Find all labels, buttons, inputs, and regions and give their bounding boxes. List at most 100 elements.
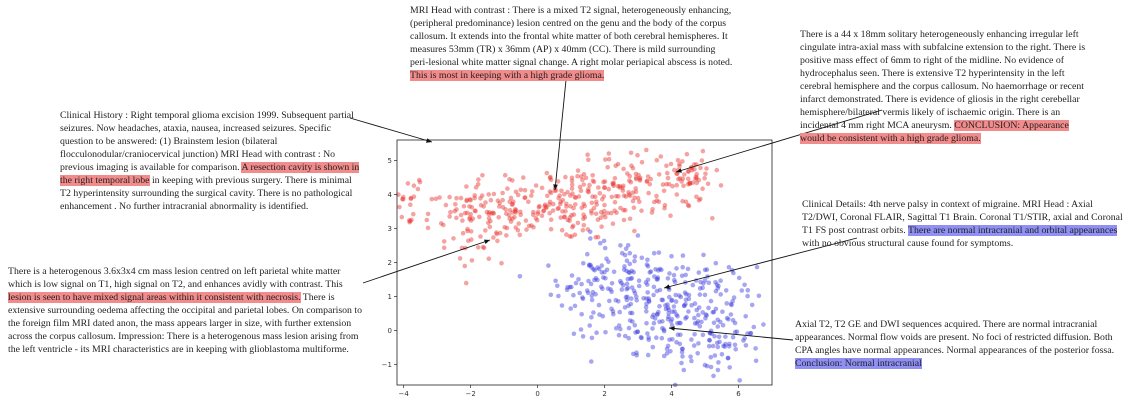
red-point bbox=[529, 223, 534, 228]
red-point bbox=[438, 221, 444, 226]
blue-point bbox=[600, 286, 605, 292]
red-point bbox=[478, 202, 484, 208]
red-point bbox=[496, 215, 502, 220]
blue-point bbox=[654, 335, 659, 341]
blue-point bbox=[645, 331, 650, 336]
red-point bbox=[635, 152, 640, 158]
blue-point bbox=[568, 306, 573, 311]
red-point bbox=[632, 228, 637, 234]
red-point bbox=[564, 201, 569, 207]
blue-point bbox=[592, 277, 597, 283]
blue-point bbox=[629, 275, 635, 281]
blue-point bbox=[681, 367, 687, 373]
x-tick-label: −4 bbox=[399, 390, 410, 398]
blue-point bbox=[632, 323, 638, 328]
blue-point bbox=[661, 327, 667, 332]
red-point bbox=[411, 211, 416, 217]
red-point bbox=[491, 191, 497, 197]
note-2-text: There is a 44 x 18mm solitary heterogene… bbox=[800, 29, 1086, 131]
red-point bbox=[710, 216, 715, 221]
blue-point bbox=[748, 331, 754, 336]
red-point bbox=[497, 230, 503, 236]
blue-point bbox=[599, 270, 605, 275]
blue-point bbox=[618, 278, 623, 284]
blue-point bbox=[734, 329, 740, 335]
note-5-text: There is a heterogenous 3.6x3x4 cm mass … bbox=[8, 266, 343, 290]
red-point bbox=[464, 198, 469, 204]
red-point bbox=[447, 194, 452, 200]
red-point bbox=[539, 185, 545, 191]
red-point bbox=[473, 208, 478, 214]
blue-point bbox=[720, 309, 725, 315]
blue-point bbox=[591, 310, 596, 315]
blue-point bbox=[646, 337, 651, 343]
blue-point bbox=[599, 263, 605, 268]
red-point bbox=[666, 182, 672, 187]
blue-point bbox=[619, 287, 625, 292]
red-point bbox=[618, 205, 623, 211]
blue-point bbox=[656, 250, 662, 255]
blue-point bbox=[651, 312, 656, 318]
blue-point bbox=[645, 264, 651, 269]
blue-point bbox=[546, 263, 551, 268]
red-point bbox=[668, 213, 673, 218]
blue-point bbox=[650, 314, 655, 320]
red-point bbox=[568, 203, 573, 209]
red-point bbox=[472, 195, 477, 201]
blue-point bbox=[654, 277, 660, 282]
blue-point bbox=[634, 294, 639, 300]
red-point bbox=[547, 199, 553, 205]
red-point bbox=[497, 200, 503, 206]
red-point bbox=[686, 168, 691, 174]
red-point bbox=[400, 196, 405, 202]
red-point bbox=[486, 192, 492, 197]
red-point bbox=[502, 172, 508, 178]
blue-point bbox=[604, 267, 610, 273]
red-point bbox=[521, 175, 526, 180]
blue-point bbox=[663, 303, 668, 308]
red-point bbox=[629, 163, 634, 168]
red-point bbox=[637, 178, 643, 183]
red-point bbox=[581, 216, 586, 221]
blue-point bbox=[607, 298, 612, 304]
note-1-text: MRI Head with contrast : There is a mixe… bbox=[410, 5, 733, 68]
blue-point bbox=[666, 314, 671, 320]
red-point bbox=[467, 204, 472, 209]
blue-point bbox=[634, 298, 639, 303]
red-point bbox=[497, 204, 502, 209]
red-point bbox=[605, 165, 610, 170]
red-point bbox=[467, 215, 473, 220]
note-5-highlight: lesion is seen to have mixed signal area… bbox=[8, 292, 301, 303]
red-point bbox=[565, 189, 570, 195]
blue-point bbox=[761, 322, 766, 327]
red-point bbox=[690, 180, 695, 185]
red-point bbox=[548, 226, 554, 232]
red-point bbox=[488, 197, 494, 203]
red-point bbox=[609, 194, 615, 200]
blue-point bbox=[713, 288, 719, 294]
blue-point bbox=[692, 301, 698, 306]
red-point bbox=[559, 227, 565, 233]
red-point bbox=[585, 189, 591, 194]
red-point bbox=[417, 179, 423, 185]
red-point bbox=[631, 205, 637, 210]
blue-point bbox=[674, 340, 679, 345]
red-point bbox=[463, 280, 469, 286]
blue-point bbox=[618, 243, 623, 248]
red-point bbox=[664, 163, 669, 169]
blue-point bbox=[717, 339, 722, 345]
red-point bbox=[705, 181, 711, 187]
blue-point bbox=[723, 288, 729, 293]
blue-point bbox=[692, 332, 697, 337]
blue-point bbox=[733, 347, 738, 352]
red-point bbox=[504, 211, 509, 216]
red-point bbox=[557, 193, 562, 198]
blue-point bbox=[646, 298, 652, 304]
red-point bbox=[633, 189, 639, 194]
arrow-line bbox=[663, 237, 858, 289]
blue-point bbox=[708, 354, 714, 360]
red-point bbox=[567, 218, 572, 223]
blue-point bbox=[646, 296, 651, 301]
blue-point bbox=[611, 311, 616, 317]
blue-point bbox=[706, 343, 712, 349]
